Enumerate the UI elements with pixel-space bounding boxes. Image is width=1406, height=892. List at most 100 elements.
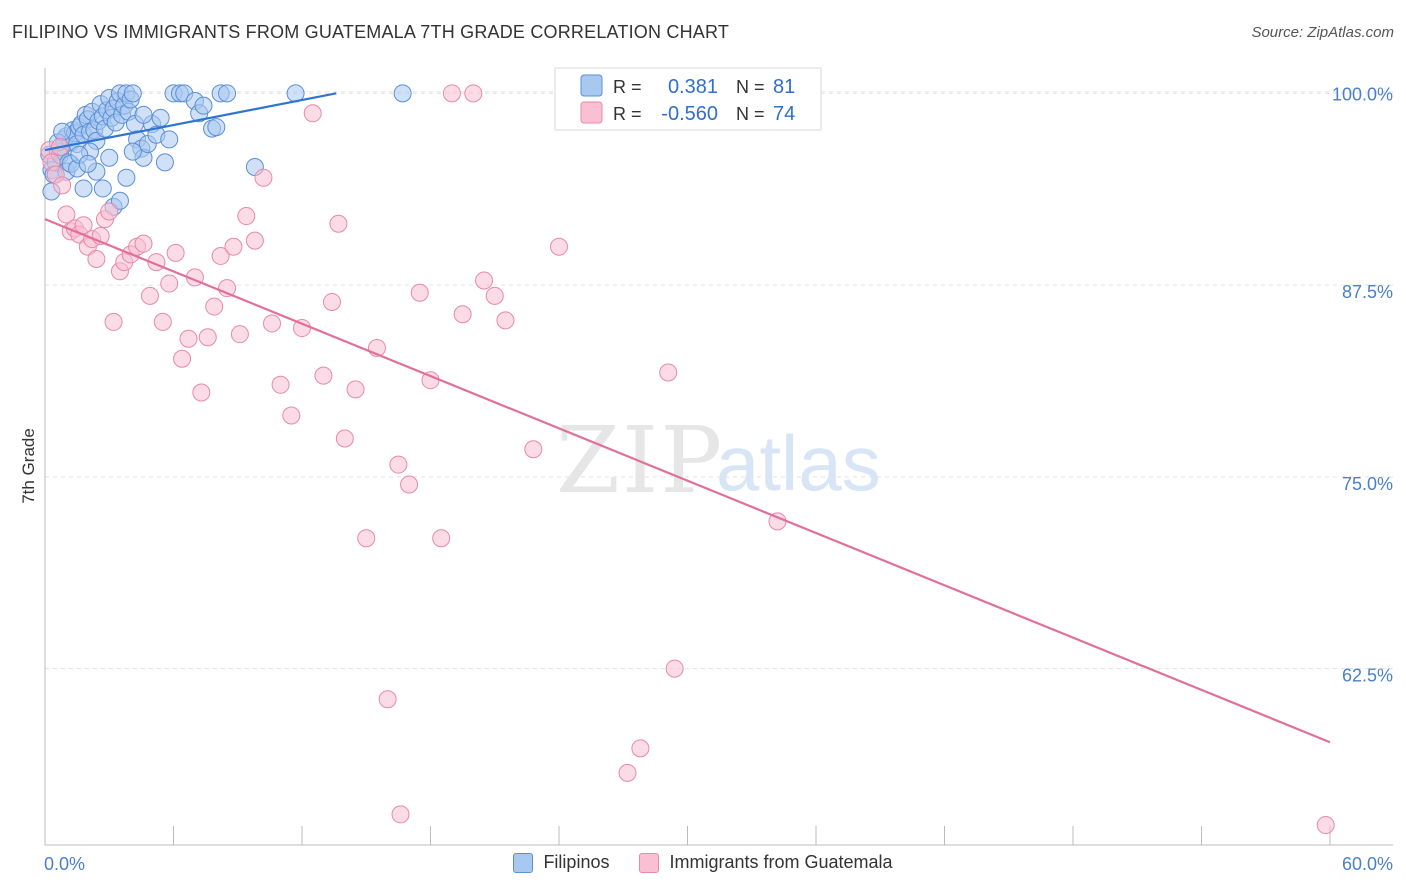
guatemala-point	[211, 246, 230, 265]
guatemala-point	[192, 383, 211, 402]
tick-labels: 62.5% 75.0% 87.5% 100.0% 0.0% 60.0%	[44, 84, 1393, 874]
guatemala-point	[87, 250, 106, 269]
filipino-point	[123, 84, 142, 103]
x-tick-label-max: 60.0%	[1342, 854, 1393, 874]
filipino-point	[123, 142, 142, 161]
filipino-point	[160, 130, 179, 149]
guatemala-point	[464, 84, 483, 103]
guatemala-point	[160, 274, 179, 293]
guatemala-point	[322, 292, 341, 311]
guatemala-point	[618, 763, 637, 782]
guatemala-point	[665, 659, 684, 678]
guatemala-point	[224, 237, 243, 256]
filipino-point	[100, 148, 119, 167]
filipino-point	[93, 179, 112, 198]
guatemala-point	[237, 207, 256, 226]
guatemala-point	[245, 231, 264, 250]
grid-lines	[45, 91, 1393, 670]
guatemala-point	[400, 475, 419, 494]
filipino-point	[78, 154, 97, 173]
legend-r-label-pink: R =	[613, 104, 642, 124]
filipino-point	[194, 96, 213, 115]
guatemala-point	[314, 366, 333, 385]
bottom-legend: Filipinos Immigrants from Guatemala	[0, 852, 1406, 873]
guatemala-point	[442, 84, 461, 103]
guatemala-point	[205, 297, 224, 316]
legend-n-label-blue: N =	[736, 77, 765, 97]
guatemala-point	[496, 311, 515, 330]
guatemala-point	[329, 214, 348, 233]
y-tick-label: 62.5%	[1342, 666, 1393, 686]
guatemala-point	[53, 176, 72, 195]
filipinos-trend-line	[44, 92, 337, 152]
guatemala-point	[179, 329, 198, 348]
legend-label-guatemala: Immigrants from Guatemala	[669, 852, 893, 872]
guatemala-point	[659, 363, 678, 382]
chart-title: FILIPINO VS IMMIGRANTS FROM GUATEMALA 7T…	[12, 22, 730, 42]
guatemala-point	[453, 305, 472, 324]
guatemala-trend-line	[44, 218, 1331, 744]
guatemala-point	[254, 168, 273, 187]
guatemala-point	[475, 271, 494, 290]
guatemala-point	[485, 286, 504, 305]
guatemala-point	[432, 529, 451, 548]
legend-swatch-pink	[580, 101, 603, 124]
guatemala-point	[100, 202, 119, 221]
filipino-point	[218, 84, 237, 103]
guatemala-point	[524, 440, 543, 459]
filipino-point	[207, 118, 226, 137]
guatemala-points	[40, 84, 1335, 835]
legend-item-filipinos[interactable]: Filipinos	[513, 852, 609, 873]
legend-swatch-blue	[580, 74, 603, 97]
guatemala-point	[198, 328, 217, 347]
y-tick-label: 100.0%	[1332, 84, 1393, 104]
guatemala-point	[153, 312, 172, 331]
filipino-point	[151, 108, 170, 127]
legend-n-value-blue: 81	[773, 76, 795, 98]
y-tick-label: 75.0%	[1342, 474, 1393, 494]
guatemala-point	[166, 243, 185, 262]
watermark-atlas: atlas	[716, 419, 881, 507]
guatemala-point	[1316, 816, 1335, 835]
guatemala-point	[631, 739, 650, 758]
guatemala-point	[391, 805, 410, 824]
guatemala-point	[173, 349, 192, 368]
legend-n-value-pink: 74	[773, 103, 795, 125]
guatemala-point	[271, 375, 290, 394]
legend-r-value-blue: 0.381	[668, 76, 718, 98]
guatemala-point	[357, 529, 376, 548]
guatemala-point	[378, 690, 397, 709]
filipino-point	[74, 179, 93, 198]
legend-r-label-blue: R =	[613, 77, 642, 97]
guatemala-point	[410, 283, 429, 302]
y-axis-label: 7th Grade	[19, 428, 38, 504]
guatemala-point	[282, 406, 301, 425]
legend-swatch-filipinos	[513, 852, 534, 873]
guatemala-point	[335, 429, 354, 448]
source-note: Source: ZipAtlas.com	[1251, 24, 1394, 41]
legend-box: R = 0.381 N = 81 R = -0.560 N = 74	[554, 67, 822, 131]
filipino-point	[393, 84, 412, 103]
guatemala-point	[140, 286, 159, 305]
guatemala-point	[263, 314, 282, 333]
guatemala-point	[346, 380, 365, 399]
legend-r-value-pink: -0.560	[661, 103, 718, 125]
guatemala-point	[389, 455, 408, 474]
legend-item-guatemala[interactable]: Immigrants from Guatemala	[639, 852, 893, 873]
filipino-point	[117, 168, 136, 187]
trend-lines	[44, 92, 1331, 744]
guatemala-point	[104, 312, 123, 331]
x-tick-label-min: 0.0%	[44, 854, 85, 874]
legend-n-label-pink: N =	[736, 104, 765, 124]
guatemala-point	[303, 104, 322, 123]
legend-swatch-guatemala	[639, 852, 660, 873]
legend-label-filipinos: Filipinos	[543, 852, 610, 872]
filipino-point	[155, 153, 174, 172]
watermark: ZIP atlas	[556, 407, 881, 514]
guatemala-point	[134, 234, 153, 253]
guatemala-point	[550, 237, 568, 256]
filipinos-points	[40, 84, 412, 216]
filipino-point	[134, 105, 153, 124]
filipino-point	[110, 191, 129, 210]
